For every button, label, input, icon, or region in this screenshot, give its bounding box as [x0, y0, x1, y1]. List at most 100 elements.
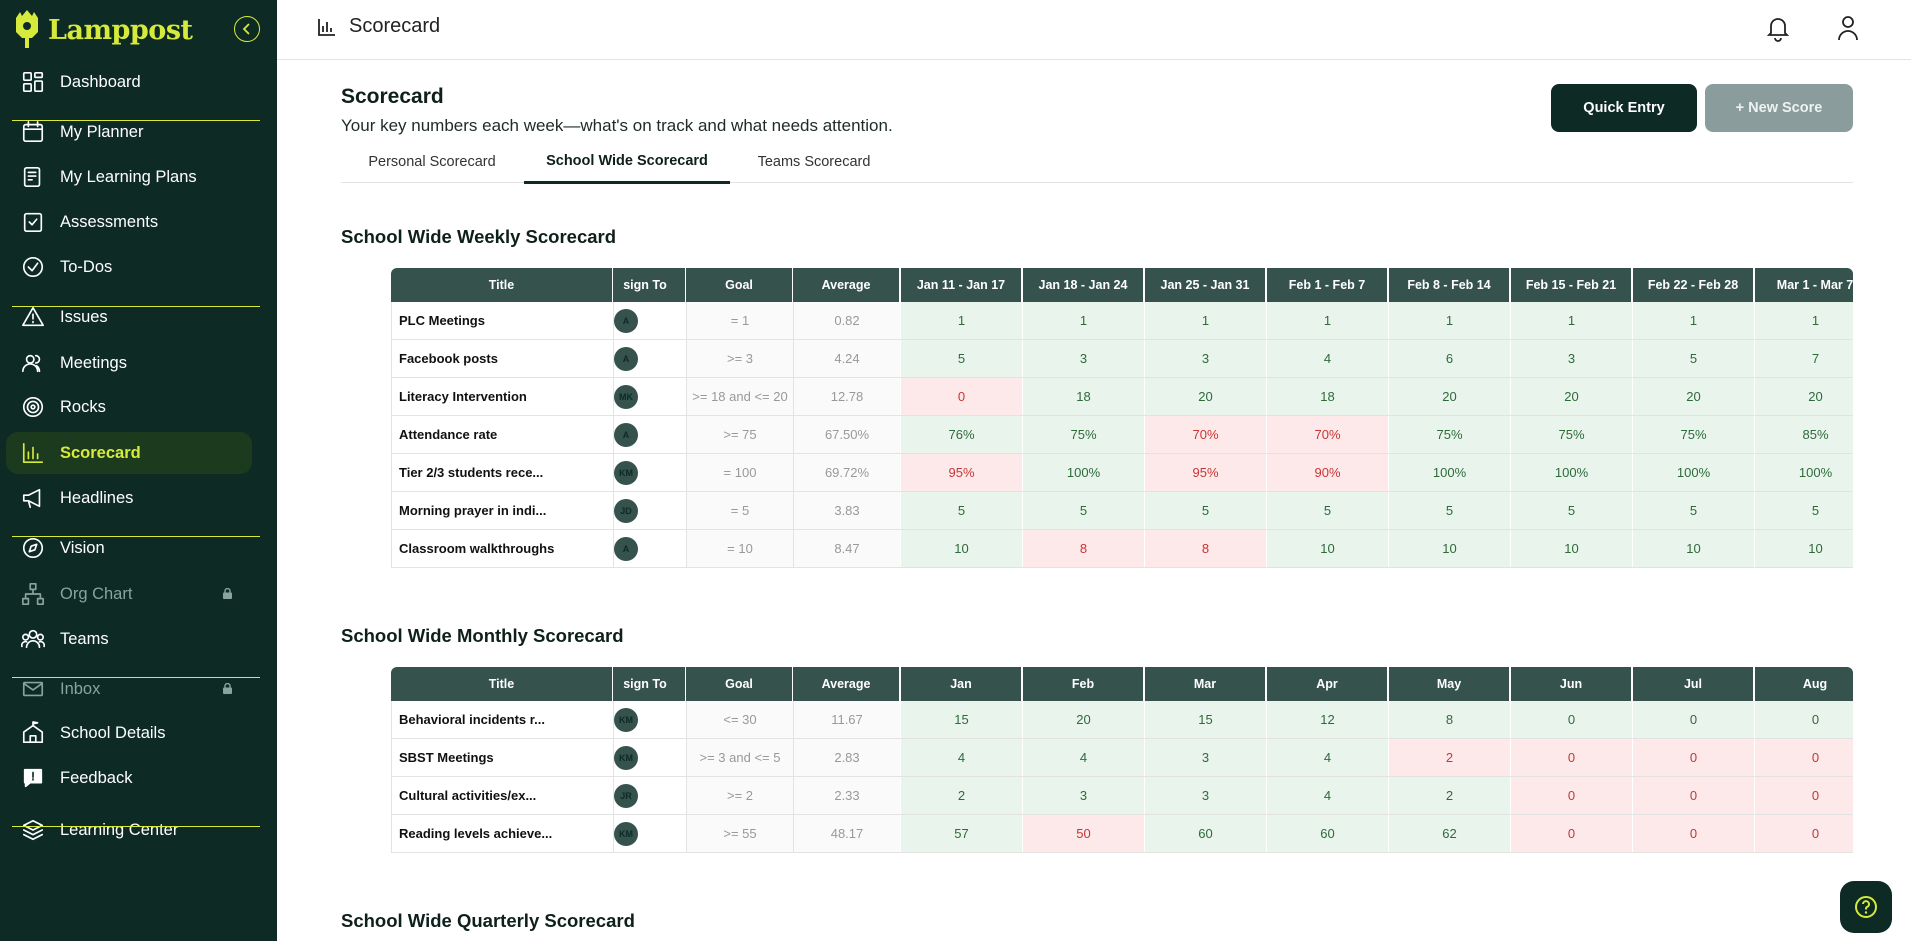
score-cell[interactable]: 0 — [1632, 701, 1754, 738]
score-cell[interactable]: 3 — [1510, 340, 1632, 377]
user-profile-icon[interactable] — [1835, 14, 1861, 42]
table-row[interactable]: PLC Meetings A = 1 0.82 1 1 1 1 1 1 1 1 — [391, 302, 1853, 340]
score-cell[interactable]: 1 — [900, 302, 1022, 339]
score-cell[interactable]: 100% — [1388, 454, 1510, 491]
score-cell[interactable]: 0 — [1754, 777, 1853, 814]
score-cell[interactable]: 70% — [1144, 416, 1266, 453]
score-cell[interactable]: 95% — [900, 454, 1022, 491]
tab-school-wide-scorecard[interactable]: School Wide Scorecard — [524, 141, 730, 184]
goal-cell[interactable]: = 100 — [686, 454, 793, 491]
column-header-goal[interactable]: Goal — [686, 667, 793, 701]
score-cell[interactable]: 10 — [1632, 530, 1754, 567]
sidebar-item-school-details[interactable]: School Details — [6, 712, 252, 754]
row-title[interactable]: Attendance rate — [391, 416, 613, 453]
sidebar-item-to-dos[interactable]: To-Dos — [6, 246, 252, 288]
score-cell[interactable]: 5 — [1510, 492, 1632, 529]
logo[interactable]: Lamppost — [12, 10, 193, 50]
sidebar-item-inbox[interactable]: Inbox — [6, 668, 252, 710]
score-cell[interactable]: 20 — [1144, 378, 1266, 415]
score-cell[interactable]: 0 — [1510, 739, 1632, 776]
score-cell[interactable]: 2 — [1388, 739, 1510, 776]
table-row[interactable]: Literacy Intervention MK >= 18 and <= 20 12… — [391, 378, 1853, 416]
goal-cell[interactable]: >= 3 and <= 5 — [686, 739, 793, 776]
notification-bell-icon[interactable] — [1765, 14, 1791, 42]
score-cell[interactable]: 1 — [1144, 302, 1266, 339]
score-cell[interactable]: 2 — [1388, 777, 1510, 814]
score-cell[interactable]: 100% — [1754, 454, 1853, 491]
avatar[interactable]: A — [614, 536, 638, 561]
column-header-period[interactable]: Feb 15 - Feb 21 — [1510, 268, 1632, 302]
avatar[interactable]: KM — [614, 460, 638, 485]
column-header-average[interactable]: Average — [793, 268, 900, 302]
score-cell[interactable]: 60 — [1266, 815, 1388, 852]
column-header-period[interactable]: May — [1388, 667, 1510, 701]
score-cell[interactable]: 10 — [900, 530, 1022, 567]
score-cell[interactable]: 20 — [1754, 378, 1853, 415]
table-row[interactable]: Classroom walkthroughs A = 10 8.47 10 8 8 10 10 1… — [391, 530, 1853, 568]
sidebar-item-vision[interactable]: Vision — [6, 527, 252, 569]
column-header-assign-to[interactable]: sign To — [613, 667, 686, 701]
score-cell[interactable]: 4 — [1022, 739, 1144, 776]
score-cell[interactable]: 100% — [1022, 454, 1144, 491]
score-cell[interactable]: 70% — [1266, 416, 1388, 453]
column-header-assign-to[interactable]: sign To — [613, 268, 686, 302]
sidebar-item-learning-center[interactable]: Learning Center — [6, 809, 252, 851]
score-cell[interactable]: 3 — [1022, 340, 1144, 377]
score-cell[interactable]: 20 — [1022, 701, 1144, 738]
column-header-period[interactable]: Feb 8 - Feb 14 — [1388, 268, 1510, 302]
sidebar-item-teams[interactable]: Teams — [6, 618, 252, 660]
score-cell[interactable]: 1 — [1632, 302, 1754, 339]
sidebar-item-feedback[interactable]: Feedback — [6, 757, 252, 799]
score-cell[interactable]: 100% — [1632, 454, 1754, 491]
score-cell[interactable]: 100% — [1510, 454, 1632, 491]
score-cell[interactable]: 57 — [900, 815, 1022, 852]
tab-personal-scorecard[interactable]: Personal Scorecard — [368, 154, 496, 170]
row-title[interactable]: PLC Meetings — [391, 302, 613, 339]
score-cell[interactable]: 18 — [1022, 378, 1144, 415]
table-row[interactable]: Morning prayer in indi... JD = 5 3.83 5 5 5 5 5 5… — [391, 492, 1853, 530]
score-cell[interactable]: 10 — [1266, 530, 1388, 567]
score-cell[interactable]: 75% — [1388, 416, 1510, 453]
tab-teams-scorecard[interactable]: Teams Scorecard — [757, 154, 871, 170]
score-cell[interactable]: 75% — [1632, 416, 1754, 453]
score-cell[interactable]: 76% — [900, 416, 1022, 453]
score-cell[interactable]: 95% — [1144, 454, 1266, 491]
score-cell[interactable]: 18 — [1266, 378, 1388, 415]
sidebar-item-issues[interactable]: Issues — [6, 296, 252, 338]
column-header-period[interactable]: Jan 18 - Jan 24 — [1022, 268, 1144, 302]
score-cell[interactable]: 1 — [1388, 302, 1510, 339]
score-cell[interactable]: 10 — [1510, 530, 1632, 567]
column-header-period[interactable]: Jan 11 - Jan 17 — [900, 268, 1022, 302]
table-row[interactable]: Cultural activities/ex... JR >= 2 2.33 2 3 3 4 2… — [391, 777, 1853, 815]
sidebar-item-rocks[interactable]: Rocks — [6, 386, 252, 428]
score-cell[interactable]: 0 — [1632, 815, 1754, 852]
sidebar-item-org-chart[interactable]: Org Chart — [6, 573, 252, 615]
avatar[interactable]: JD — [614, 498, 638, 523]
score-cell[interactable]: 4 — [900, 739, 1022, 776]
score-cell[interactable]: 5 — [1754, 492, 1853, 529]
table-row[interactable]: Facebook posts A >= 3 4.24 5 3 3 4 6 3 5 7 — [391, 340, 1853, 378]
column-header-period[interactable]: Aug — [1754, 667, 1853, 701]
row-title[interactable]: Tier 2/3 students rece... — [391, 454, 613, 491]
score-cell[interactable]: 6 — [1388, 340, 1510, 377]
score-cell[interactable]: 4 — [1266, 340, 1388, 377]
column-header-period[interactable]: Jun — [1510, 667, 1632, 701]
table-row[interactable]: Reading levels achieve... KM >= 55 48.17 57 5… — [391, 815, 1853, 853]
column-header-title[interactable]: Title — [391, 667, 613, 701]
score-cell[interactable]: 1 — [1022, 302, 1144, 339]
goal-cell[interactable]: <= 30 — [686, 701, 793, 738]
score-cell[interactable]: 90% — [1266, 454, 1388, 491]
score-cell[interactable]: 5 — [900, 492, 1022, 529]
goal-cell[interactable]: >= 75 — [686, 416, 793, 453]
score-cell[interactable]: 50 — [1022, 815, 1144, 852]
score-cell[interactable]: 0 — [1510, 777, 1632, 814]
score-cell[interactable]: 8 — [1022, 530, 1144, 567]
score-cell[interactable]: 60 — [1144, 815, 1266, 852]
row-title[interactable]: Facebook posts — [391, 340, 613, 377]
goal-cell[interactable]: >= 55 — [686, 815, 793, 852]
score-cell[interactable]: 0 — [1510, 815, 1632, 852]
score-cell[interactable]: 5 — [900, 340, 1022, 377]
score-cell[interactable]: 5 — [1632, 492, 1754, 529]
score-cell[interactable]: 8 — [1388, 701, 1510, 738]
goal-cell[interactable]: = 10 — [686, 530, 793, 567]
